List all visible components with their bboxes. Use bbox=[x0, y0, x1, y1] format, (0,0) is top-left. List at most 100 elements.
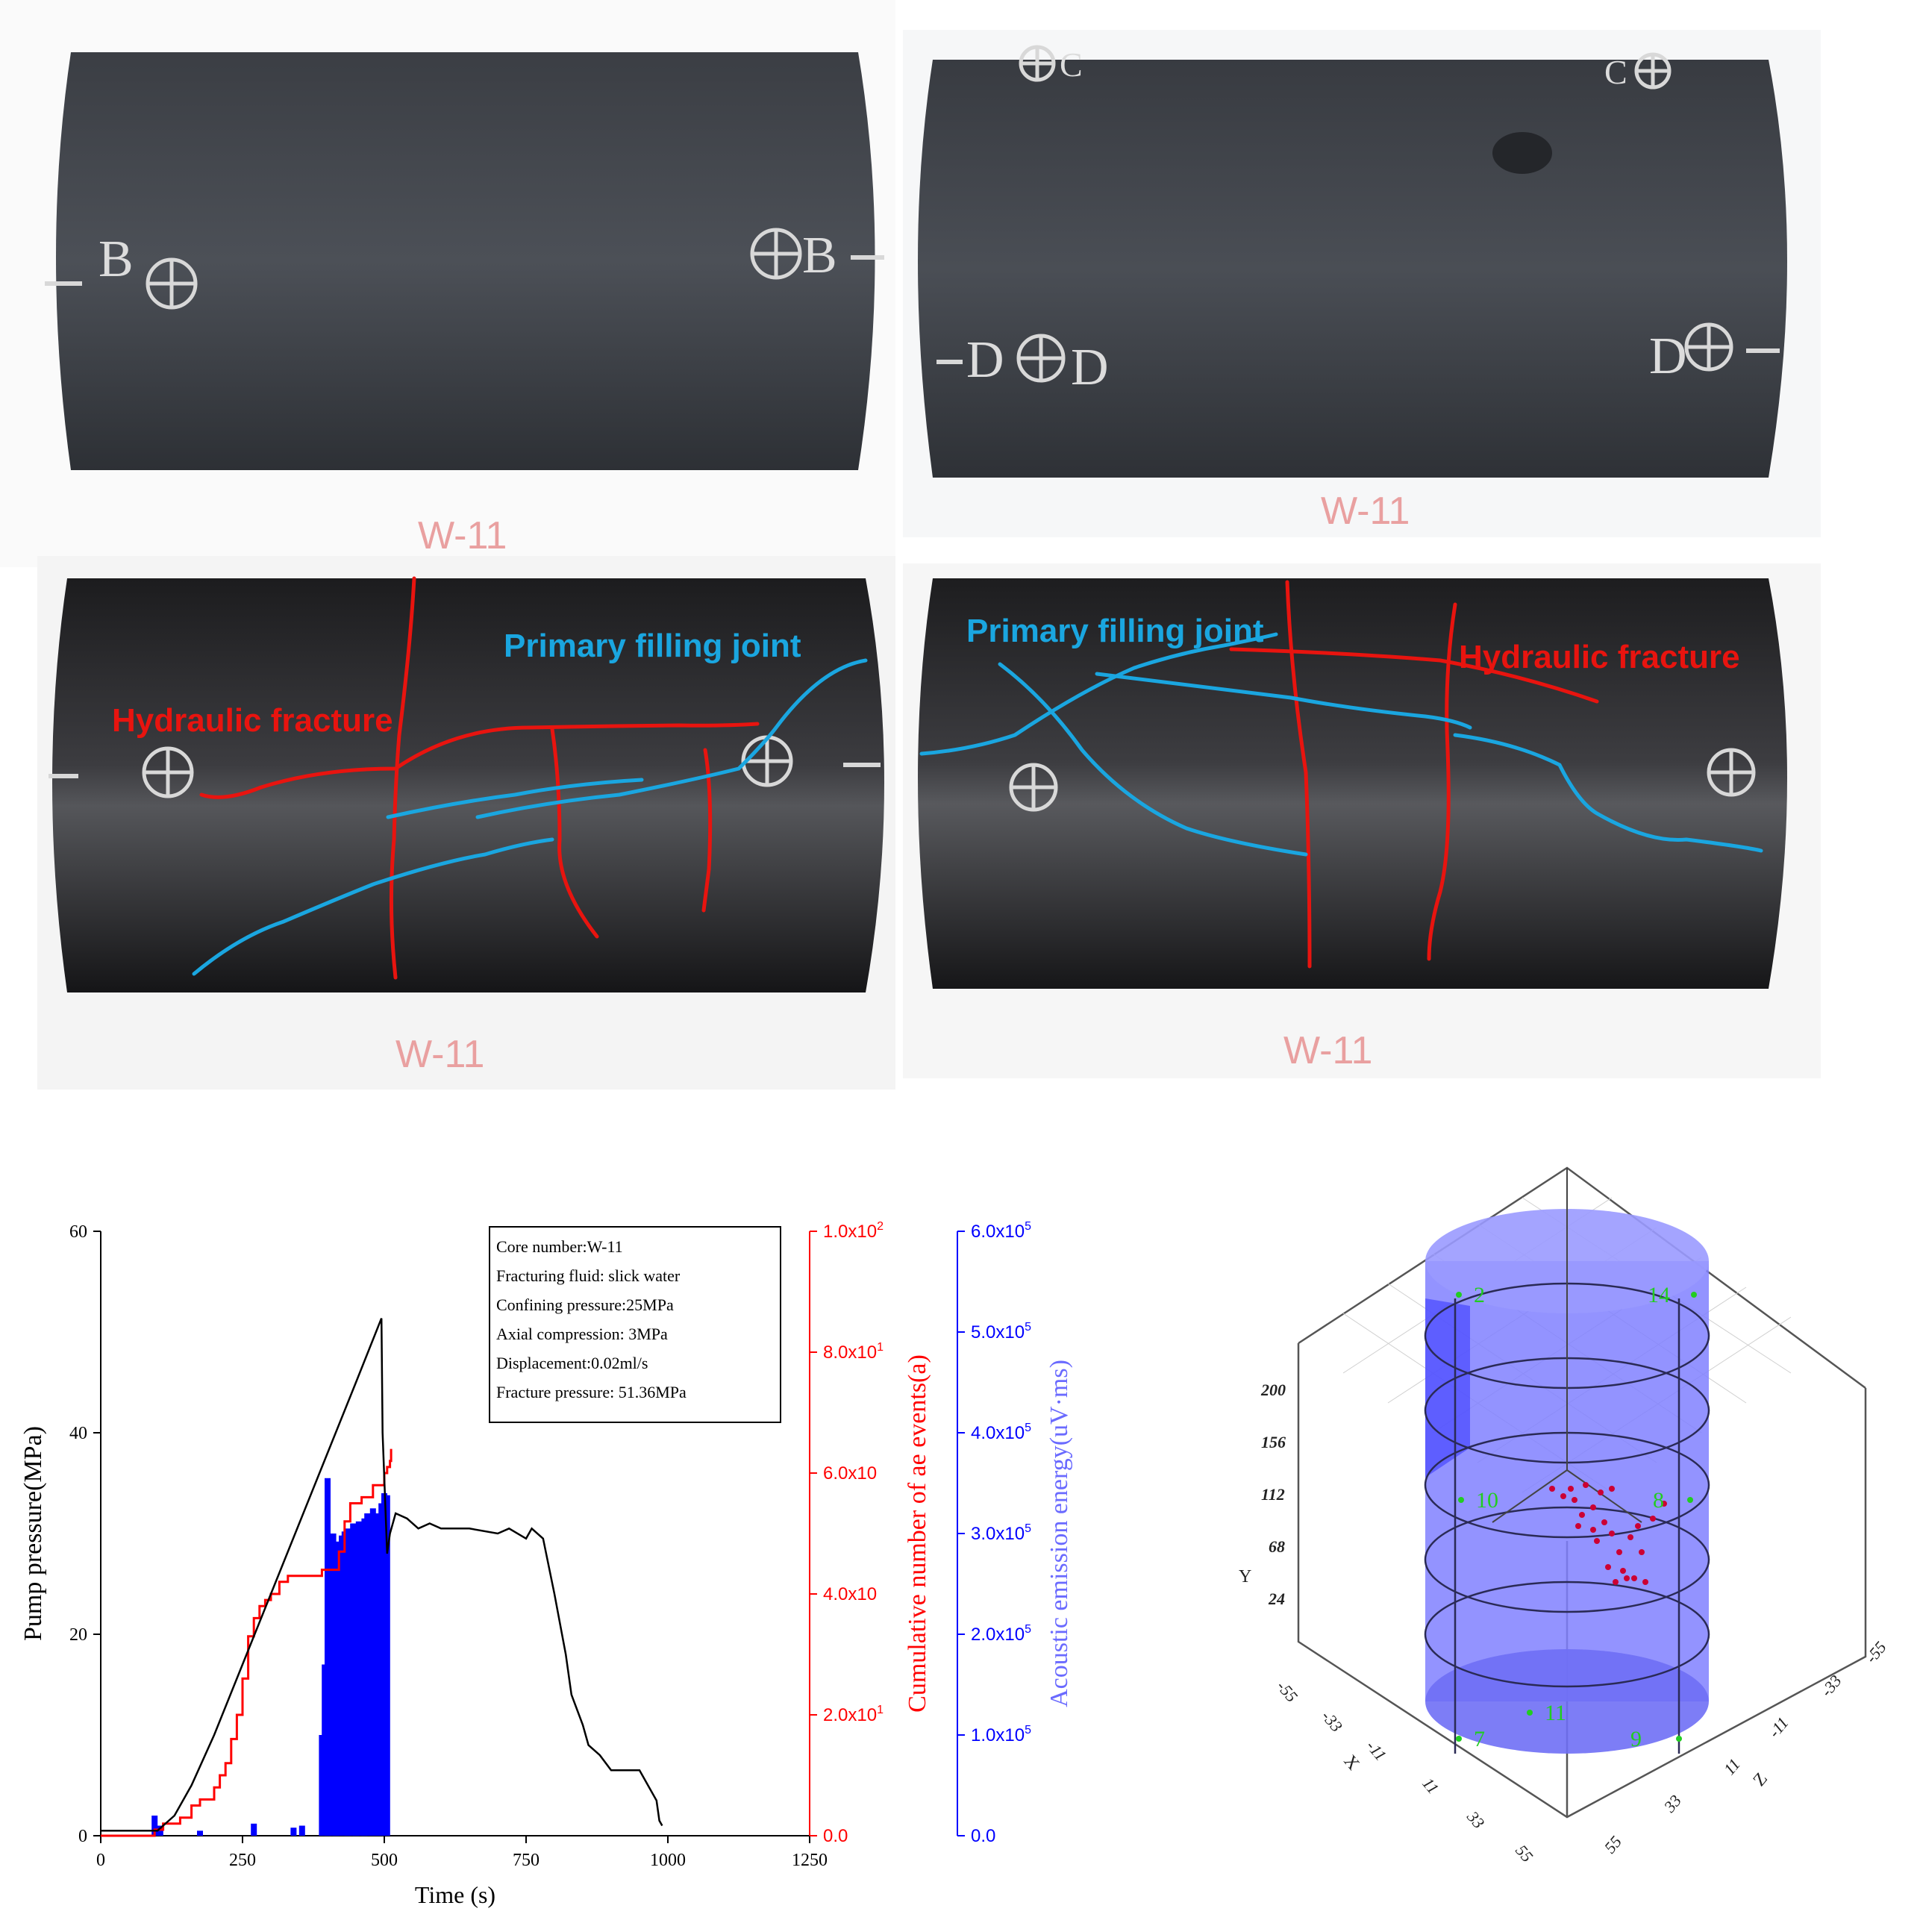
svg-text:-11: -11 bbox=[1363, 1736, 1390, 1764]
chart-text: 0 250 500 750 1000 1250 0 20 40 60 0.0 2.0x101 4.0x1… bbox=[19, 1220, 1073, 1908]
sample-label: W-11 bbox=[1283, 1029, 1372, 1072]
y-right2-tick-label: 5.0x105 bbox=[971, 1321, 1031, 1342]
ae-energy-bar bbox=[298, 1825, 305, 1836]
svg-text:33: 33 bbox=[1463, 1807, 1489, 1832]
svg-text:11: 11 bbox=[1720, 1755, 1744, 1779]
tick-exponent: 2 bbox=[877, 1220, 884, 1233]
inner-axes bbox=[1492, 1168, 1642, 1523]
y-left-tick-label: 60 bbox=[69, 1222, 87, 1242]
y-left-label: Pump pressure(MPa) bbox=[19, 1426, 47, 1641]
sensor-2: 2 bbox=[1474, 1283, 1485, 1307]
pressure-ae-chart: 0 250 500 750 1000 1250 0 20 40 60 0.0 2.0x101 4.0x1… bbox=[0, 1164, 1082, 1932]
core-cylinder bbox=[918, 578, 1787, 989]
sample-label: W-11 bbox=[395, 1033, 484, 1076]
marker-d-left bbox=[936, 334, 1066, 383]
ae-events bbox=[1549, 1482, 1667, 1585]
y-right1-tick-label: 1.0x102 bbox=[823, 1220, 884, 1242]
label-hydraulic-fracture: Hydraulic fracture bbox=[112, 702, 393, 739]
y-axis-ticks: 200 156 112 68 24 bbox=[1260, 1381, 1286, 1608]
x-tick-label: 500 bbox=[371, 1851, 398, 1870]
marker-d-right bbox=[1684, 322, 1780, 372]
svg-text:24: 24 bbox=[1268, 1589, 1285, 1608]
side-mark-mid: D bbox=[1071, 339, 1109, 396]
photo-core-top-right: C C D D D W-11 bbox=[903, 30, 1821, 537]
marker-d-right bbox=[1707, 748, 1756, 797]
label-filling-joint: Primary filling joint bbox=[966, 613, 1264, 649]
ae-energy-bar bbox=[384, 1495, 390, 1836]
y-left-tick-label: 20 bbox=[69, 1625, 87, 1645]
x-tick-label: 250 bbox=[229, 1851, 256, 1870]
x-tick-label: 1250 bbox=[792, 1851, 828, 1870]
x-tick-label: 750 bbox=[513, 1851, 540, 1870]
svg-text:11: 11 bbox=[1419, 1774, 1442, 1798]
hydraulic-fracture-lines bbox=[1229, 580, 1599, 969]
y-right2-tick-label: 1.0x105 bbox=[971, 1724, 1031, 1745]
ae-location-3d-plot: 2 14 10 8 11 7 9 200 156 112 68 24 Y -55… bbox=[1224, 1149, 1895, 1899]
sensor-labels: 2 14 10 8 11 7 9 bbox=[1456, 1283, 1697, 1751]
photo-core-bottom-left: Hydraulic fracture Primary filling joint… bbox=[37, 556, 895, 1090]
pressure-line bbox=[101, 1318, 663, 1832]
svg-text:156: 156 bbox=[1261, 1433, 1286, 1451]
ae-energy-bar bbox=[197, 1831, 203, 1836]
x-axis-label: X bbox=[1339, 1751, 1363, 1774]
label-hydraulic-fracture: Hydraulic fracture bbox=[1459, 639, 1740, 675]
x-tick-label: 0 bbox=[96, 1851, 105, 1870]
y-right2-tick-label: 3.0x105 bbox=[971, 1522, 1031, 1544]
marker-c-top bbox=[1019, 45, 1672, 90]
sensor-14: 14 bbox=[1648, 1283, 1670, 1307]
sensor-10: 10 bbox=[1476, 1488, 1498, 1513]
ae-energy-bar bbox=[290, 1828, 297, 1836]
y-axis-label: Y bbox=[1239, 1567, 1251, 1586]
filling-joint-lines bbox=[192, 658, 868, 976]
tick-exponent: 1 bbox=[877, 1341, 884, 1354]
top-mark-left: C bbox=[1060, 46, 1083, 84]
cylinder-rings bbox=[1424, 1282, 1710, 1754]
sample-label: W-11 bbox=[1321, 490, 1410, 533]
svg-text:112: 112 bbox=[1261, 1485, 1285, 1504]
top-mark-right: C bbox=[1604, 53, 1627, 91]
tick-exponent: 5 bbox=[1025, 1724, 1031, 1736]
info-confining: Confining pressure:25MPa bbox=[496, 1295, 674, 1314]
sample-label: W-11 bbox=[418, 514, 507, 557]
x-axis-label: Time (s) bbox=[415, 1881, 495, 1908]
x-tick-label: 1000 bbox=[650, 1851, 686, 1870]
y-right1-tick-label: 2.0x101 bbox=[823, 1704, 884, 1725]
z-axis-label: Z bbox=[1750, 1769, 1772, 1790]
svg-text:-33: -33 bbox=[1817, 1672, 1845, 1701]
svg-text:-55: -55 bbox=[1273, 1677, 1301, 1706]
y-right1-label: Cumulative number of ae events(a) bbox=[904, 1354, 931, 1713]
surface-pit bbox=[1492, 132, 1552, 174]
y-right1-tick-label: 8.0x101 bbox=[823, 1341, 884, 1363]
ae-energy-bars bbox=[151, 1478, 390, 1836]
marker-b-right bbox=[741, 735, 881, 787]
tick-exponent: 1 bbox=[877, 1704, 884, 1716]
ae-count-line bbox=[101, 1448, 393, 1837]
y-right1-tick-label: 4.0x10 bbox=[823, 1584, 877, 1604]
sensor-9: 9 bbox=[1630, 1727, 1642, 1751]
y-right2-label: Acoustic emission energy(uV·ms) bbox=[1045, 1360, 1073, 1707]
info-box: Core number:W-11 Fracturing fluid: slick… bbox=[489, 1226, 781, 1423]
info-core-number: Core number:W-11 bbox=[496, 1237, 623, 1256]
y-right2-tick-label: 2.0x105 bbox=[971, 1623, 1031, 1645]
svg-text:33: 33 bbox=[1660, 1791, 1685, 1816]
svg-text:55: 55 bbox=[1512, 1841, 1536, 1866]
core-cylinder bbox=[918, 60, 1787, 478]
y-right2-tick-label: 0.0 bbox=[971, 1826, 995, 1846]
y-right2-tick-label: 6.0x105 bbox=[971, 1220, 1031, 1242]
svg-text:200: 200 bbox=[1260, 1381, 1286, 1399]
ae-energy-bar bbox=[151, 1816, 158, 1836]
marker-b-left bbox=[45, 257, 198, 310]
filling-joint-lines bbox=[919, 632, 1763, 857]
info-axial: Axial compression: 3MPa bbox=[496, 1325, 668, 1343]
chart-svg: 0 250 500 750 1000 1250 0 20 40 60 0.0 2.0x101 4.0x1… bbox=[19, 1220, 1073, 1908]
info-displacement: Displacement:0.02ml/s bbox=[496, 1354, 648, 1372]
end-mark-left: B bbox=[98, 231, 134, 288]
side-mark-right: D bbox=[1649, 328, 1687, 385]
label-filling-joint: Primary filling joint bbox=[504, 628, 801, 664]
marker-b-left bbox=[49, 746, 194, 798]
side-mark-left: D bbox=[966, 331, 1004, 389]
sensor-8: 8 bbox=[1653, 1488, 1664, 1513]
tick-exponent: 5 bbox=[1025, 1220, 1031, 1233]
hydraulic-fracture-lines bbox=[199, 576, 760, 980]
sensor-11: 11 bbox=[1545, 1701, 1566, 1725]
